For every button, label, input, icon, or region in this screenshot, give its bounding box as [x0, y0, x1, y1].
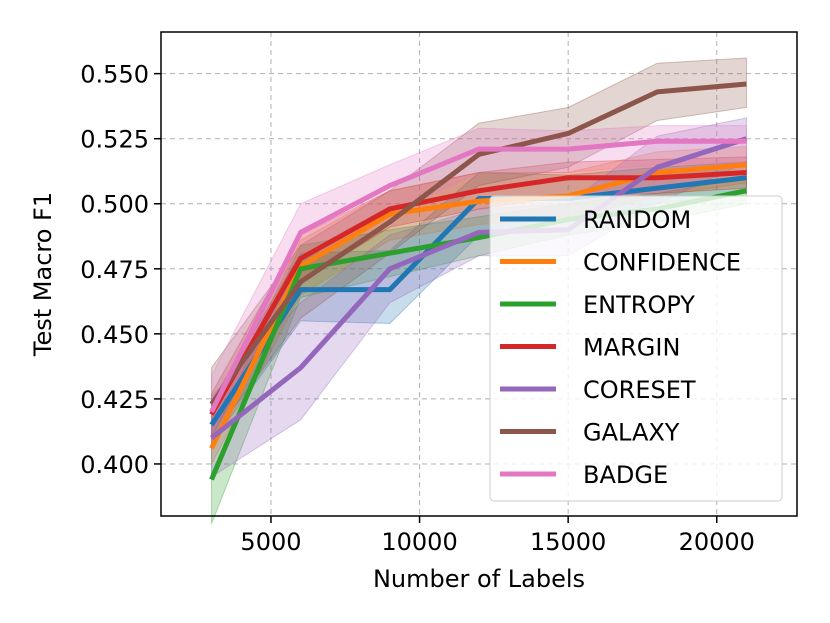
legend-box: [489, 195, 783, 502]
x-axis-title: Number of Labels: [373, 565, 585, 593]
series-line-badge: [209, 138, 747, 414]
series-line-confidence: [209, 162, 747, 450]
series-lines: [209, 81, 748, 481]
x-tick-label: 10000: [381, 528, 457, 556]
y-tick-label: 0.525: [80, 126, 149, 154]
legend-label-entropy: ENTROPY: [583, 291, 695, 319]
x-tick-label: 5000: [240, 528, 301, 556]
legend-label-margin: MARGIN: [583, 334, 680, 362]
y-tick-label: 0.500: [80, 191, 149, 219]
series-line-coreset: [209, 136, 748, 440]
gridlines: [161, 32, 797, 516]
x-axis-ticks: 5000 10000 15000 20000: [240, 516, 755, 556]
y-tick-label: 0.450: [80, 321, 149, 349]
x-tick-label: 15000: [530, 528, 606, 556]
y-tick-label: 0.475: [80, 256, 149, 284]
series-line-random: [209, 175, 747, 427]
legend: RANDOM CONFIDENCE ENTROPY MARGIN CORESET GALA…: [489, 195, 783, 502]
band-confidence: [211, 145, 747, 465]
y-axis-ticks: 0.400 0.425 0.450 0.475 0.500 0.525 0.550: [80, 61, 161, 479]
plot-area-frame: [160, 31, 798, 517]
y-tick-label: 0.425: [80, 386, 149, 414]
y-tick-label: 0.550: [80, 61, 149, 89]
legend-label-random: RANDOM: [583, 206, 691, 234]
series-line-margin: [209, 170, 747, 416]
y-tick-label: 0.400: [80, 451, 149, 479]
x-tick-label: 20000: [679, 528, 755, 556]
series-line-galaxy: [209, 81, 747, 406]
band-random: [211, 161, 747, 445]
legend-label-confidence: CONFIDENCE: [583, 249, 741, 277]
legend-label-badge: BADGE: [583, 461, 668, 489]
legend-label-galaxy: GALAXY: [583, 419, 680, 447]
y-axis-title: Test Macro F1: [29, 192, 57, 357]
legend-label-coreset: CORESET: [583, 376, 696, 404]
